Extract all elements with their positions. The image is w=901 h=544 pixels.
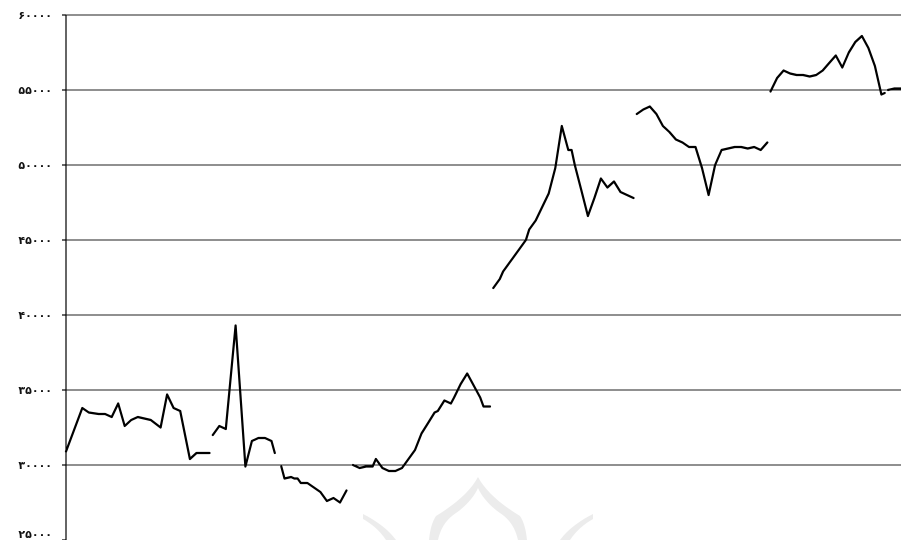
line-segment-8 <box>886 87 901 92</box>
y-tick-label: ۴۰۰۰۰ <box>18 309 52 322</box>
line-segment-7 <box>769 34 886 96</box>
line-segment-5 <box>492 124 635 290</box>
y-tick-label: ۶۰۰۰۰ <box>18 9 52 22</box>
line-segment-4 <box>351 372 492 473</box>
series-layer <box>64 34 901 504</box>
y-tick-label: ۳۰۰۰۰ <box>18 459 52 472</box>
line-segment-6 <box>635 105 769 197</box>
y-tick-label: ۵۰۰۰۰ <box>18 159 52 172</box>
y-tick-label: ۳۵۰۰۰ <box>18 384 52 397</box>
y-tick-label: ۵۵۰۰۰ <box>18 84 52 97</box>
watermark-logo <box>363 477 593 540</box>
line-segment-2 <box>211 324 276 468</box>
y-tick-label: ۲۵۰۰۰ <box>18 528 52 540</box>
grid-layer <box>62 14 901 541</box>
line-segment-3 <box>280 465 348 504</box>
line-segment-1 <box>64 393 211 461</box>
y-axis-labels: ۲۵۰۰۰ ۳۰۰۰۰ ۳۵۰۰۰ ۴۰۰۰۰ ۴۵۰۰۰ ۵۰۰۰۰ ۵۵۰۰۰ ۶۰۰۰۰ <box>18 9 52 541</box>
y-tick-label: ۴۵۰۰۰ <box>18 234 52 247</box>
